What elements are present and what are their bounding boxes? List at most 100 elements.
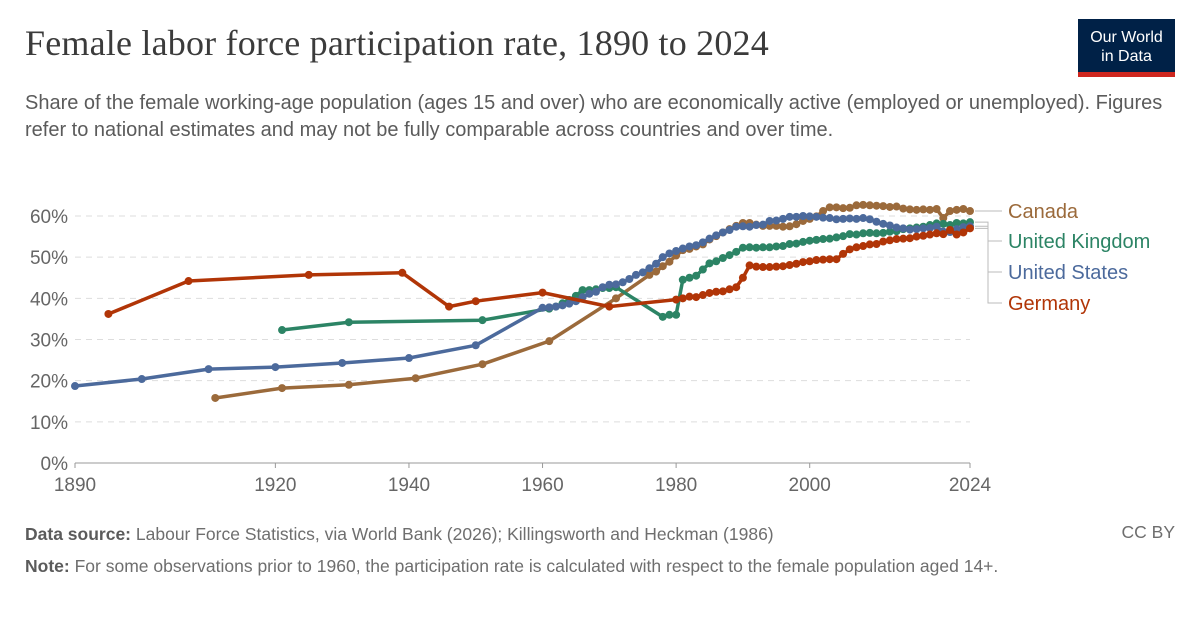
data-point-united-kingdom	[852, 230, 861, 239]
data-point-united-kingdom	[819, 235, 828, 244]
data-point-canada	[952, 205, 961, 214]
data-point-united-kingdom	[832, 233, 841, 242]
data-point-united-states	[805, 212, 814, 221]
data-point-united-kingdom	[765, 243, 774, 252]
data-point-united-kingdom	[879, 228, 888, 237]
data-point-united-states	[551, 302, 560, 311]
data-source: Data source: Labour Force Statistics, vi…	[25, 522, 1155, 546]
data-point-canada	[959, 205, 968, 214]
data-point-united-states	[932, 222, 941, 231]
data-point-united-states	[852, 214, 861, 223]
data-point-united-kingdom	[725, 251, 734, 260]
data-point-united-states	[839, 214, 848, 223]
data-point-united-kingdom	[665, 310, 674, 319]
data-point-germany	[939, 230, 948, 239]
data-point-united-states	[785, 212, 794, 221]
data-point-united-states	[271, 363, 280, 372]
data-point-canada	[211, 393, 220, 402]
data-point-germany	[672, 295, 681, 304]
data-point-united-kingdom	[738, 243, 747, 252]
data-point-germany	[304, 270, 313, 279]
data-point-united-states	[885, 221, 894, 230]
data-point-united-states	[618, 278, 627, 287]
data-point-germany	[738, 273, 747, 282]
license[interactable]: CC BY	[1121, 522, 1175, 542]
data-point-united-kingdom	[872, 229, 881, 238]
data-point-canada	[912, 205, 921, 214]
y-tick-label: 50%	[30, 248, 68, 269]
data-point-united-kingdom	[839, 232, 848, 241]
data-point-united-states	[752, 221, 761, 230]
data-point-germany	[845, 245, 854, 254]
data-point-canada	[859, 200, 868, 209]
data-point-germany	[925, 230, 934, 239]
note-text: For some observations prior to 1960, the…	[74, 556, 999, 576]
data-point-united-states	[591, 287, 600, 296]
data-point-united-states	[638, 268, 647, 277]
data-point-canada	[839, 204, 848, 213]
data-point-germany	[812, 256, 821, 265]
owid-logo[interactable]: Our World in Data	[1078, 19, 1175, 77]
data-point-united-kingdom	[705, 259, 714, 268]
data-point-united-kingdom	[845, 230, 854, 239]
data-point-germany	[819, 255, 828, 264]
data-point-canada	[899, 204, 908, 213]
data-point-united-states	[612, 280, 621, 289]
data-point-germany	[912, 232, 921, 241]
data-point-united-states	[872, 217, 881, 226]
data-point-canada	[658, 262, 667, 271]
data-point-germany	[839, 249, 848, 258]
series-line-united-kingdom	[281, 220, 971, 332]
data-point-germany	[905, 234, 914, 243]
data-point-united-kingdom	[785, 239, 794, 248]
data-point-united-states	[832, 215, 841, 224]
y-tick-label: 30%	[30, 331, 68, 352]
data-point-germany	[605, 302, 614, 311]
data-point-germany	[952, 230, 961, 239]
data-point-germany	[718, 287, 727, 296]
data-point-germany	[752, 262, 761, 271]
data-point-united-kingdom	[712, 257, 721, 266]
data-point-canada	[665, 257, 674, 266]
data-point-germany	[678, 294, 687, 303]
x-tick-label: 2024	[949, 475, 992, 496]
data-point-united-states	[665, 249, 674, 258]
data-point-canada	[945, 207, 954, 216]
series-line-germany	[107, 226, 971, 316]
data-point-germany	[825, 255, 834, 264]
data-point-germany	[966, 224, 974, 233]
data-point-united-states	[812, 212, 821, 221]
y-tick-label: 0%	[41, 454, 69, 475]
data-point-united-kingdom	[939, 219, 948, 228]
data-point-united-kingdom	[578, 286, 587, 295]
data-point-canada	[652, 267, 661, 276]
data-point-canada	[872, 201, 881, 210]
data-point-united-kingdom	[758, 243, 767, 252]
data-point-united-states	[71, 382, 79, 391]
data-point-united-states	[538, 303, 547, 312]
data-point-united-kingdom	[799, 237, 808, 246]
data-point-germany	[538, 288, 547, 297]
data-point-canada	[819, 207, 828, 216]
data-point-germany	[685, 292, 694, 301]
data-point-united-states	[585, 289, 594, 298]
data-point-canada	[478, 360, 487, 369]
data-point-canada	[792, 220, 801, 229]
data-point-germany	[692, 293, 701, 302]
data-point-united-states	[905, 225, 914, 234]
data-point-united-kingdom	[752, 243, 761, 252]
data-point-germany	[859, 242, 868, 251]
data-point-united-kingdom	[678, 275, 687, 284]
data-point-united-kingdom	[885, 227, 894, 236]
series-label-germany: Germany	[1008, 293, 1090, 315]
data-point-united-states	[625, 274, 634, 283]
data-point-germany	[705, 288, 714, 297]
data-point-canada	[865, 201, 874, 210]
data-point-germany	[398, 268, 407, 277]
series-line-united-states	[74, 214, 971, 388]
data-point-united-states	[765, 216, 774, 225]
data-point-united-states	[712, 231, 721, 240]
data-point-canada	[939, 214, 948, 223]
x-tick-label: 1960	[521, 475, 563, 496]
data-point-germany	[184, 277, 193, 286]
